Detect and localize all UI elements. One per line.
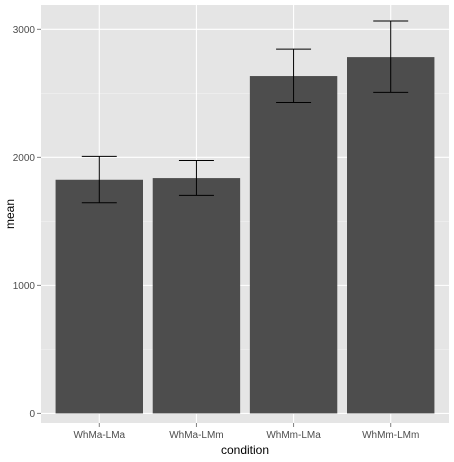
bar-WhMm-LMa [249,76,338,414]
y-tick-label: 0 [29,409,35,420]
x-tick-label: WhMm-LMa [266,430,321,441]
x-tick-label: WhMm-LMm [362,430,419,441]
y-axis-title: mean [3,199,17,229]
bars [55,57,435,414]
error-bar-WhMa-LMa [81,155,117,204]
x-tick-label: WhMa-LMa [73,430,125,441]
x-axis: WhMa-LMa WhMa-LMm WhMm-LMa WhMm-LMm [73,423,419,441]
error-bar-WhMm-LMm [373,20,409,93]
error-bar-WhMm-LMa [276,48,312,104]
bar-WhMm-LMm [347,57,435,414]
x-axis-title: condition [221,443,269,457]
x-tick-label: WhMa-LMm [169,430,223,441]
error-bars [81,20,409,204]
y-tick-label: 1000 [13,281,36,292]
y-axis: 0 1000 2000 3000 [13,25,41,420]
bar-WhMa-LMm [152,178,241,414]
bar-WhMa-LMa [55,179,144,414]
error-bar-WhMa-LMm [178,160,214,196]
y-tick-label: 2000 [13,153,36,164]
y-tick-label: 3000 [13,25,36,36]
